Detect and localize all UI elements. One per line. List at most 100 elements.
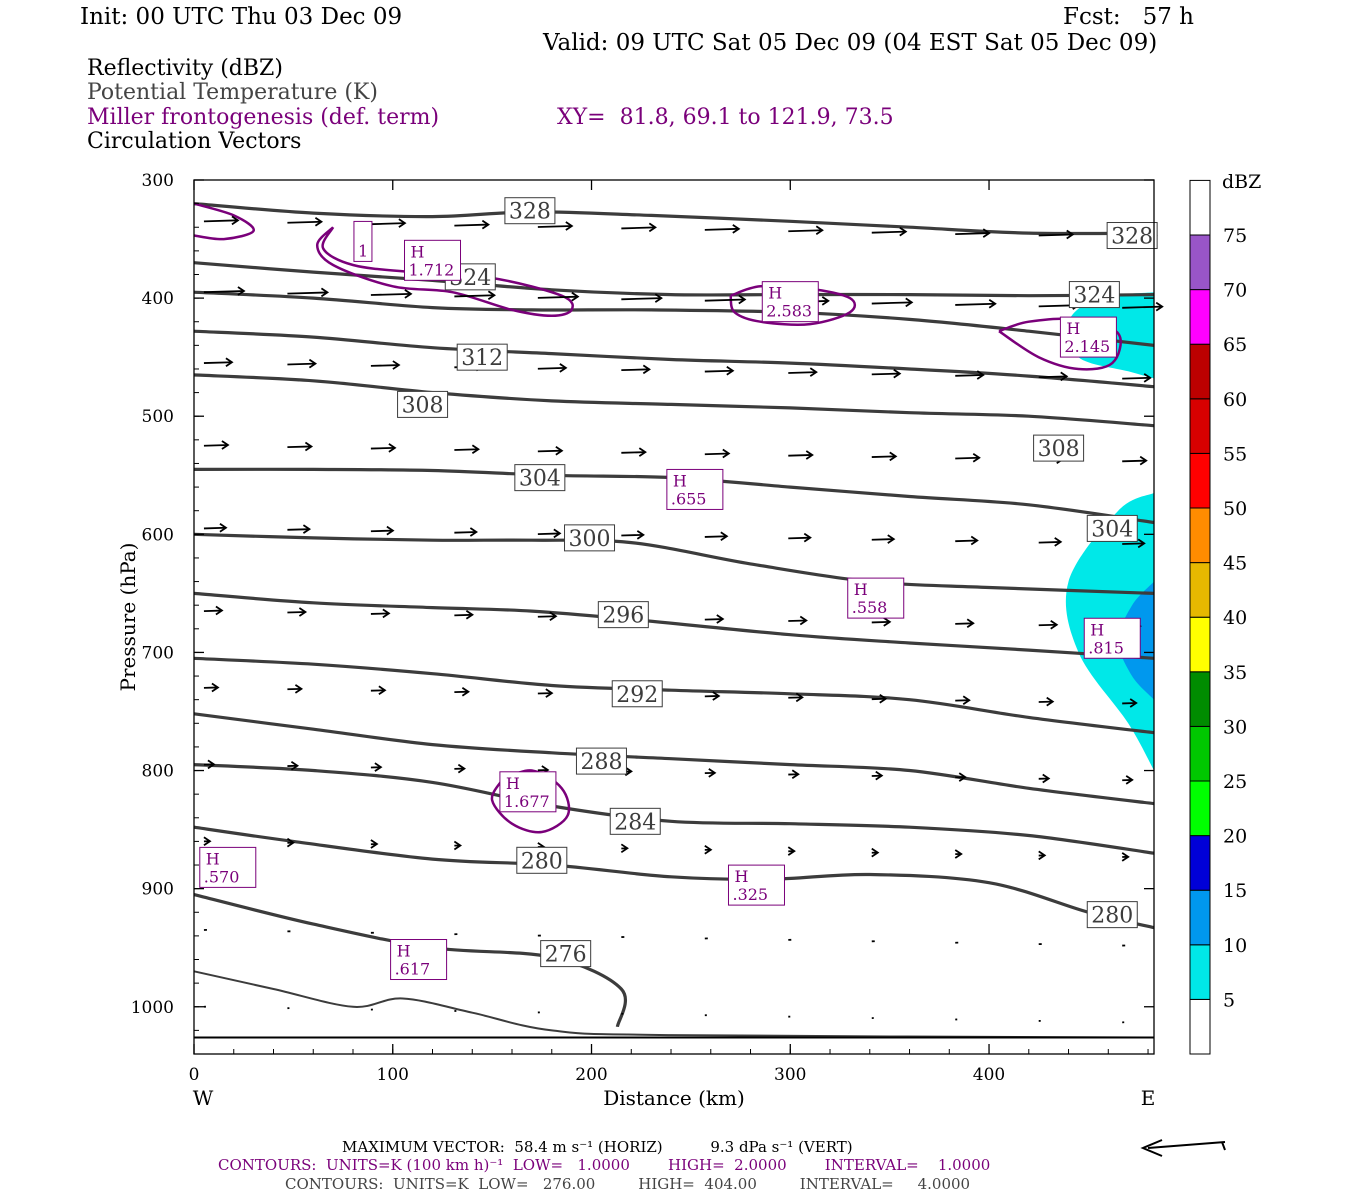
x-tick-label: 100 [377,1065,409,1085]
colorbar-swatch [1189,179,1211,236]
circulation-vector-head [1050,619,1059,630]
circulation-vector [537,366,566,370]
circulation-vector-head [815,225,824,235]
circulation-vector [871,372,900,376]
theta-contour-304 [193,532,1155,595]
circulation-vector [1038,623,1057,627]
theta-contour-312 [193,373,1155,428]
circulation-vector-head [559,363,568,373]
circulation-vector-head [378,685,387,696]
circulation-vector-head [471,444,480,455]
circulation-vector-head [970,535,979,546]
fronto-high-value: 1.677 [504,792,550,811]
circulation-vector [454,531,477,534]
circulation-vector-head [461,686,470,697]
forecast-hour: Fcst: 57 h [1063,4,1194,30]
circulation-vector-head [545,688,554,698]
circulation-vector [370,446,395,450]
circulation-vector-head [388,443,397,453]
circulation-vector [1122,459,1147,463]
circulation-vector-head [648,222,657,233]
circulation-vector-head [1038,850,1047,861]
circulation-vector-head [386,525,395,536]
circulation-vector-head [889,451,898,462]
circulation-vector-head [620,843,629,854]
circulation-vector [454,294,495,298]
frontogenesis-contour-5 [490,769,571,834]
circulation-vector-head [1143,373,1152,383]
fronto-high-box [847,577,905,619]
circulation-vector-head [726,365,735,376]
contour-label-328: 328 [1111,225,1153,250]
circulation-vector [537,615,556,618]
reference-vector-arrow [1140,1139,1226,1157]
x-axis-label: Distance (km) [603,1086,745,1110]
colorbar-tick-label: 50 [1223,498,1247,520]
circulation-vector-head [1129,698,1138,708]
circulation-vector-head [704,844,713,855]
colorbar-swatch [1189,398,1211,454]
circulation-vector [704,535,727,538]
theta-contour-280 [193,893,628,1028]
contour-label-box [514,464,566,492]
circulation-vector [621,533,644,537]
colorbar-swatch [1189,234,1211,291]
field-theta: Potential Temperature (K) [87,80,378,105]
circulation-vector [203,526,226,530]
colorbar-tick-label: 15 [1223,880,1247,902]
frontogenesis-contour-1 [193,202,255,241]
circulation-vector [287,291,328,295]
circulation-vector-head [374,762,383,772]
contour-label-box [1086,514,1138,542]
fronto-high-box [666,468,724,510]
colorbar-swatch [1189,780,1211,837]
circulation-vector [1038,541,1061,544]
fronto-high-box [404,239,462,281]
fronto-high-box [1083,617,1141,659]
x-tick-label: 300 [774,1065,806,1085]
contour-label-292: 292 [616,683,658,708]
circulation-vector-head [211,682,220,693]
contour-label-312: 312 [461,346,503,371]
colorbar-swatch [1189,725,1211,782]
circulation-vector [955,622,974,625]
circulation-vector-head [972,453,981,463]
circulation-vector-head [571,291,580,302]
theta-contour-300 [193,591,1155,660]
x-tick-label: 400 [973,1065,1005,1085]
circulation-vector-head [314,216,324,227]
circulation-vector [1122,376,1151,380]
colorbar-swatch [1189,343,1211,400]
circulation-vector [537,449,562,453]
circulation-vector-head [720,531,729,542]
contour-label-box [1106,222,1158,250]
fronto-high-value: .558 [852,598,888,617]
colorbar-swatch [1189,507,1211,564]
fronto-high-symbol: H [1066,319,1080,338]
circulation-vector-head [879,694,888,704]
frontogenesis-contour-2 [315,226,574,318]
circulation-vector [537,532,560,535]
circulation-vector-head [1046,696,1055,707]
contour-label-box [397,390,449,418]
circulation-vector [287,445,312,449]
circulation-vector [370,292,411,296]
colorbar-swatch [1189,289,1211,345]
circulation-vector [871,455,896,458]
colorbar-swatch [1189,835,1211,891]
colorbar-tick-label: 35 [1223,662,1247,684]
circulation-vector-head [469,527,478,537]
circulation-vector [955,539,978,543]
theta-contour-316 [193,329,1155,389]
theta-contour-284 [193,825,1155,930]
circulation-vector-head [1060,371,1069,382]
circulation-vector-head [795,692,804,703]
circulation-vector-head [982,228,991,238]
circulation-vector [955,456,980,460]
theta-contour-324 [193,261,1155,298]
circulation-vector-head [453,840,462,851]
circulation-vector-head [654,293,663,303]
circulation-vector-head [732,224,741,234]
circulation-vector [1038,233,1073,237]
circulation-vector-head [1121,852,1130,862]
